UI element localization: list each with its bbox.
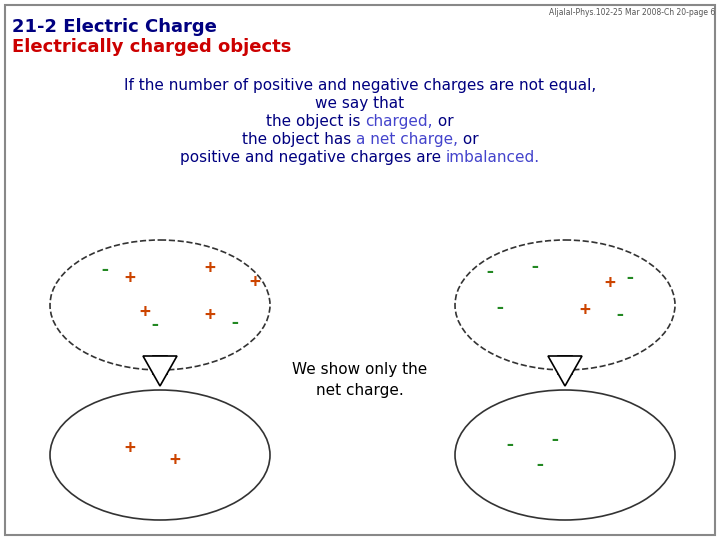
Text: the object has: the object has [242,132,356,147]
Text: the object is: the object is [266,114,366,129]
Text: -: - [505,436,516,454]
Text: -: - [230,314,240,332]
Text: charged,: charged, [366,114,433,129]
Text: +: + [204,259,215,277]
Polygon shape [548,356,582,386]
Text: +: + [125,269,135,287]
Text: +: + [580,301,590,319]
Text: We show only the
net charge.: We show only the net charge. [292,362,428,398]
Text: Electrically charged objects: Electrically charged objects [12,38,292,56]
Text: -: - [534,456,546,474]
Text: 21-2 Electric Charge: 21-2 Electric Charge [12,18,217,36]
Text: -: - [485,263,495,281]
Text: -: - [99,261,110,279]
Text: +: + [250,273,261,291]
Text: or: or [458,132,478,147]
Text: -: - [530,258,541,276]
Text: imbalanced.: imbalanced. [446,150,540,165]
Text: +: + [204,306,215,324]
Bar [153,356,167,374]
Text: a net charge,: a net charge, [356,132,458,147]
Text: -: - [549,431,560,449]
Text: +: + [125,439,135,457]
Text: we say that: we say that [315,96,405,111]
Text: or: or [433,114,454,129]
Text: -: - [624,269,636,287]
Text: -: - [495,299,505,317]
Text: +: + [170,451,181,469]
Bar [558,356,572,374]
Text: -: - [150,316,161,334]
Text: Aljalal-Phys.102-25 Mar 2008-Ch 20-page 6: Aljalal-Phys.102-25 Mar 2008-Ch 20-page … [549,8,715,17]
Text: positive and negative charges are: positive and negative charges are [180,150,446,165]
Text: If the number of positive and negative charges are not equal,: If the number of positive and negative c… [124,78,596,93]
Text: +: + [140,303,150,321]
Text: -: - [615,306,626,324]
Text: +: + [605,274,616,292]
Polygon shape [143,356,177,386]
